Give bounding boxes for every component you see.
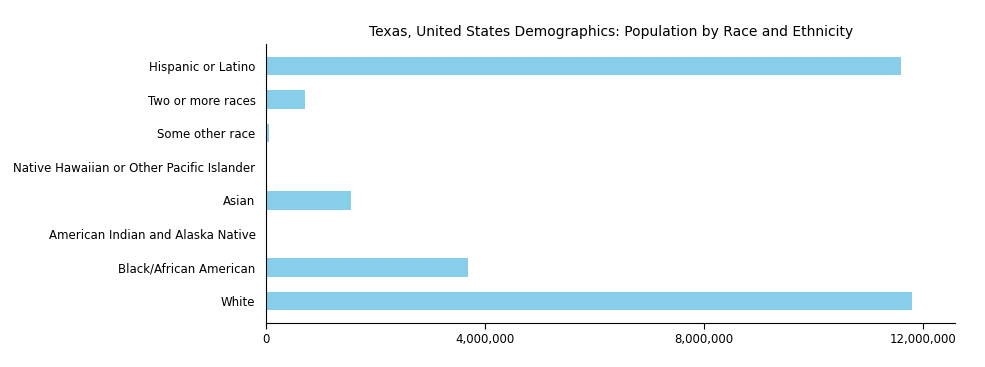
Bar bbox=[266, 124, 269, 142]
Bar bbox=[266, 57, 900, 75]
Bar bbox=[266, 191, 351, 210]
Bar bbox=[266, 292, 912, 310]
Bar bbox=[266, 258, 469, 277]
Title: Texas, United States Demographics: Population by Race and Ethnicity: Texas, United States Demographics: Popul… bbox=[368, 25, 853, 39]
Bar bbox=[266, 90, 305, 109]
Bar bbox=[266, 225, 267, 243]
